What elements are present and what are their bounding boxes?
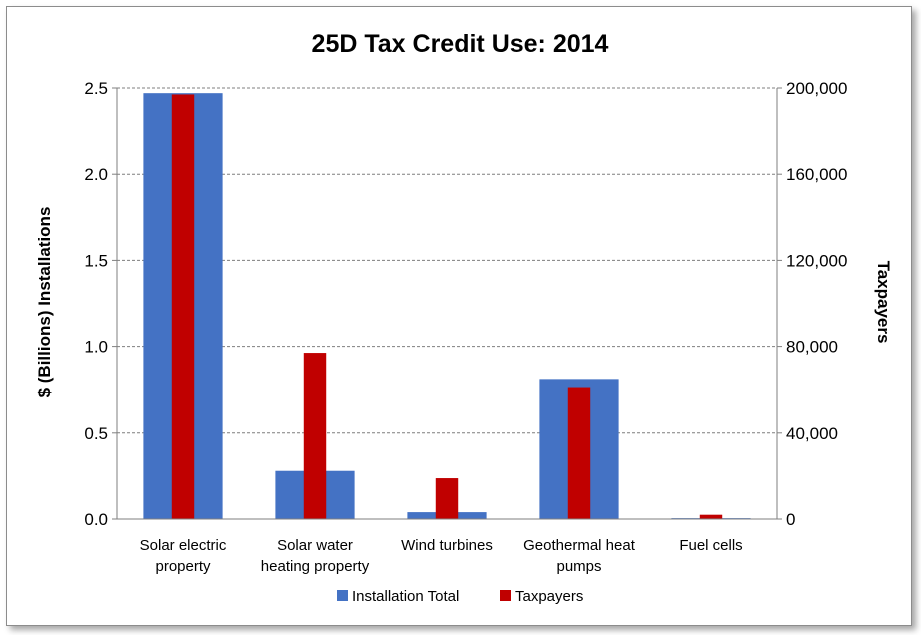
legend-label: Installation Total: [352, 588, 459, 605]
left-axis-title: $ (Billions) Installations: [35, 207, 54, 398]
category-label: Solar water heating property: [261, 537, 370, 575]
right-axis-ticks: 0 40,000 80,000 120,000 160,000 200,000: [777, 79, 847, 529]
bar-taxpayers: [303, 353, 327, 519]
category-label: Fuel cells: [679, 537, 742, 554]
right-tick-label: 160,000: [786, 165, 847, 184]
category-label-line: Geothermal heat: [523, 537, 636, 554]
category-label-line: Wind turbines: [401, 537, 493, 554]
category-label: Geothermal heat pumps: [523, 537, 636, 575]
right-tick-label: 40,000: [786, 424, 838, 443]
left-tick-label: 1.5: [84, 251, 108, 270]
left-tick-label: 0.0: [84, 510, 108, 529]
bar-taxpayers: [699, 514, 723, 519]
category-label-line: property: [155, 558, 211, 575]
left-axis-ticks: 0.0 0.5 1.0 1.5 2.0 2.5: [84, 79, 117, 529]
legend-swatch: [500, 590, 511, 601]
category-label-line: heating property: [261, 558, 370, 575]
axes: [116, 88, 778, 520]
chart-title: 25D Tax Credit Use: 2014: [312, 30, 609, 58]
category-label-line: Solar electric: [140, 537, 227, 554]
category-label-line: Fuel cells: [679, 537, 742, 554]
legend-label: Taxpayers: [515, 588, 583, 605]
right-tick-label: 200,000: [786, 79, 847, 98]
category-labels: Solar electric property Solar water heating…: [140, 537, 743, 575]
right-tick-label: 0: [786, 510, 795, 529]
bar-taxpayers: [435, 478, 459, 519]
legend: Installation Total Taxpayers: [337, 588, 583, 605]
right-tick-label: 80,000: [786, 338, 838, 357]
category-label-line: Solar water: [277, 537, 353, 554]
legend-swatch: [337, 590, 348, 601]
bars: [143, 93, 751, 519]
category-label-line: pumps: [556, 558, 601, 575]
left-tick-label: 2.5: [84, 79, 108, 98]
right-tick-label: 120,000: [786, 251, 847, 270]
gridlines: [117, 87, 777, 434]
left-tick-label: 0.5: [84, 424, 108, 443]
category-label: Wind turbines: [401, 537, 493, 554]
left-tick-label: 1.0: [84, 338, 108, 357]
right-axis-title: Taxpayers: [874, 261, 893, 344]
bar-taxpayers: [567, 387, 591, 519]
bar-taxpayers: [171, 94, 195, 519]
left-tick-label: 2.0: [84, 165, 108, 184]
category-label: Solar electric property: [140, 537, 227, 575]
